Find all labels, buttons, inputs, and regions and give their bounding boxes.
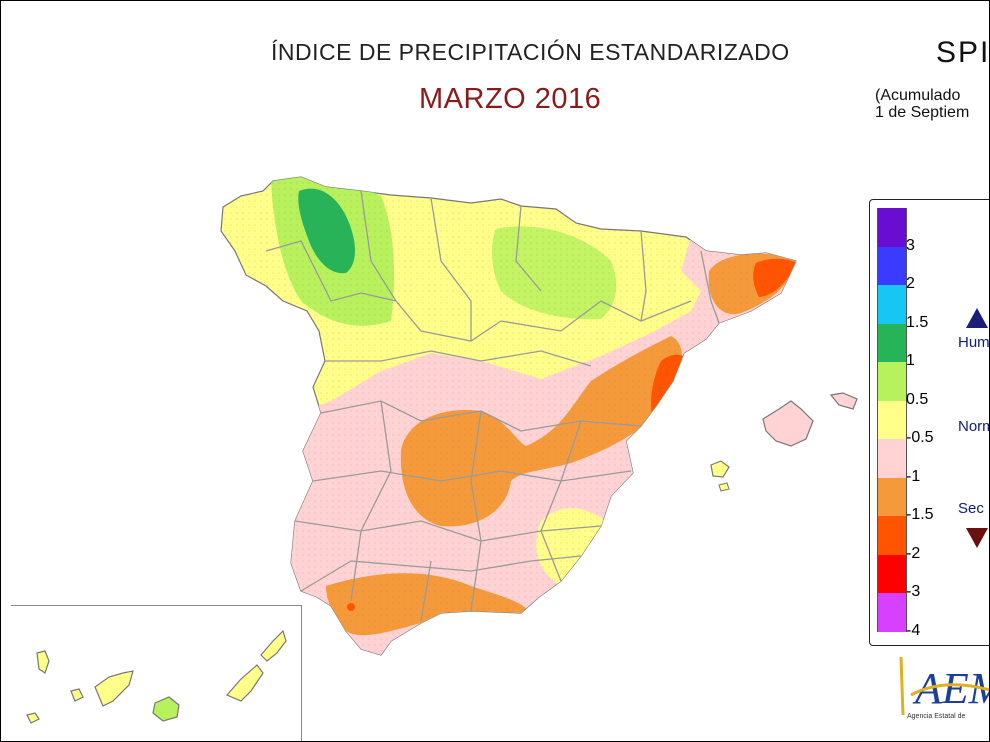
legend-normal-label: Norm bbox=[958, 418, 989, 435]
legend-swatch bbox=[877, 439, 907, 478]
legend-swatch bbox=[877, 554, 907, 593]
island-formentera bbox=[718, 482, 730, 492]
island-el-hierro bbox=[26, 712, 40, 724]
dry-arrow-icon bbox=[966, 528, 988, 548]
aemet-logo-icon: AEM bbox=[899, 656, 989, 716]
legend-tick-label: 3 bbox=[906, 236, 915, 254]
legend-tick-label: -4 bbox=[906, 621, 921, 639]
legend-swatch bbox=[877, 362, 907, 401]
legend-swatch bbox=[877, 477, 907, 516]
island-ibiza bbox=[710, 460, 730, 478]
accumulation-note: (Acumulado 1 de Septiem bbox=[875, 87, 970, 121]
map-month: MARZO 2016 bbox=[419, 83, 602, 115]
legend-tick-label: -3 bbox=[906, 583, 921, 600]
legend-swatch bbox=[877, 323, 907, 362]
legend-tick-label: 0.5 bbox=[906, 390, 929, 408]
legend-swatch bbox=[877, 593, 907, 632]
canary-inset-frame bbox=[11, 605, 302, 741]
island-tenerife bbox=[94, 670, 134, 707]
island-la-palma bbox=[36, 650, 50, 674]
canary-islands bbox=[26, 629, 287, 724]
legend-swatch bbox=[877, 208, 907, 247]
legend-tick-label: -0.5 bbox=[906, 429, 934, 446]
island-menorca bbox=[829, 392, 858, 410]
legend-swatch bbox=[877, 516, 907, 555]
aemet-logo: AEM Agencia Estatal de bbox=[897, 651, 989, 739]
legend-swatch bbox=[877, 400, 907, 439]
legend-tick-label: -1 bbox=[906, 467, 921, 485]
legend-tick-label: -1.5 bbox=[906, 506, 934, 523]
island-mallorca bbox=[762, 400, 814, 447]
island-fuerteventura bbox=[226, 664, 264, 702]
legend-tick-label: 2 bbox=[906, 275, 915, 292]
map-title: ÍNDICE DE PRECIPITACIÓN ESTANDARIZADO bbox=[271, 39, 790, 65]
island-gran-canaria bbox=[152, 696, 180, 722]
legend-tick-label: 1.5 bbox=[906, 313, 929, 331]
legend: 3 2 1.5 1 0.5 -0.5 -1 -1.5 -2 -3 -4 Hum Norm Sec bbox=[869, 199, 990, 646]
province-borders bbox=[265, 190, 720, 622]
humid-arrow-icon bbox=[966, 308, 988, 328]
legend-tick-label: -2 bbox=[906, 544, 921, 562]
island-lanzarote bbox=[260, 629, 287, 662]
agency-name: Agencia Estatal de bbox=[907, 713, 966, 720]
index-code: SPI bbox=[936, 36, 990, 69]
legend-dry-label: Sec bbox=[958, 500, 984, 517]
island-la-gomera bbox=[70, 688, 84, 702]
legend-swatch bbox=[877, 285, 907, 324]
legend-tick-label: 1 bbox=[906, 352, 915, 369]
legend-humid-label: Hum bbox=[958, 334, 990, 351]
legend-swatch bbox=[877, 246, 907, 285]
